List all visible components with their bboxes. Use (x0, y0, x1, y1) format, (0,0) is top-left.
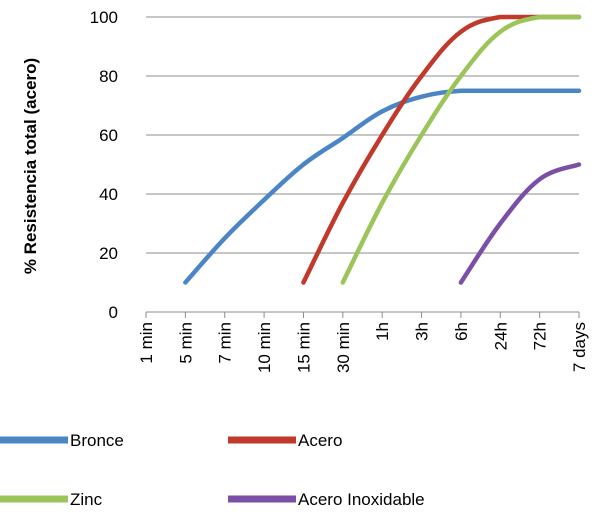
x-tick-label: 30 min (334, 322, 353, 373)
x-tick-label: 7 min (216, 322, 235, 364)
x-tick-label: 24h (491, 322, 510, 350)
y-tick-label: 0 (109, 303, 118, 322)
y-tick-label: 80 (99, 67, 118, 86)
x-tick-label: 6h (452, 322, 471, 341)
x-tick-label: 72h (531, 322, 550, 350)
series-line-acero-inoxidable (458, 162, 582, 285)
x-tick-label: 1h (373, 322, 392, 341)
x-tick-label: 3h (413, 322, 432, 341)
x-tick-label: 15 min (294, 322, 313, 373)
legend-label: Acero Inoxidable (298, 490, 425, 509)
y-tick-labels: 0 20 40 60 80 100 (90, 8, 118, 322)
series-line-bronce (183, 88, 582, 285)
legend-item-acero: Acero (228, 431, 342, 450)
x-tick-label: 7 days (570, 322, 589, 372)
legend-item-acero-inoxidable: Acero Inoxidable (228, 490, 425, 509)
legend-label: Acero (298, 431, 342, 450)
axes (145, 311, 580, 318)
y-axis-label: % Resistencia total (acero) (21, 58, 40, 274)
series-line-zinc (340, 14, 582, 285)
legend-label: Zinc (70, 490, 103, 509)
y-tick-label: 40 (99, 185, 118, 204)
x-tick-label: 5 min (176, 322, 195, 364)
x-tick-label: 1 min (137, 322, 156, 364)
legend: Bronce Acero Zinc Acero Inoxidable (0, 431, 425, 509)
series-line-acero (301, 14, 582, 285)
legend-label: Bronce (70, 431, 124, 450)
y-tick-label: 100 (90, 8, 118, 27)
series-lines (183, 14, 582, 285)
legend-item-zinc: Zinc (0, 490, 103, 509)
y-tick-label: 20 (99, 244, 118, 263)
y-tick-label: 60 (99, 126, 118, 145)
grid-lines (146, 16, 579, 254)
legend-item-bronce: Bronce (0, 431, 124, 450)
x-tick-labels: 1 min 5 min 7 min 10 min 15 min 30 min 1h 3h 6h 2… (137, 322, 589, 373)
x-tick-label: 10 min (255, 322, 274, 373)
